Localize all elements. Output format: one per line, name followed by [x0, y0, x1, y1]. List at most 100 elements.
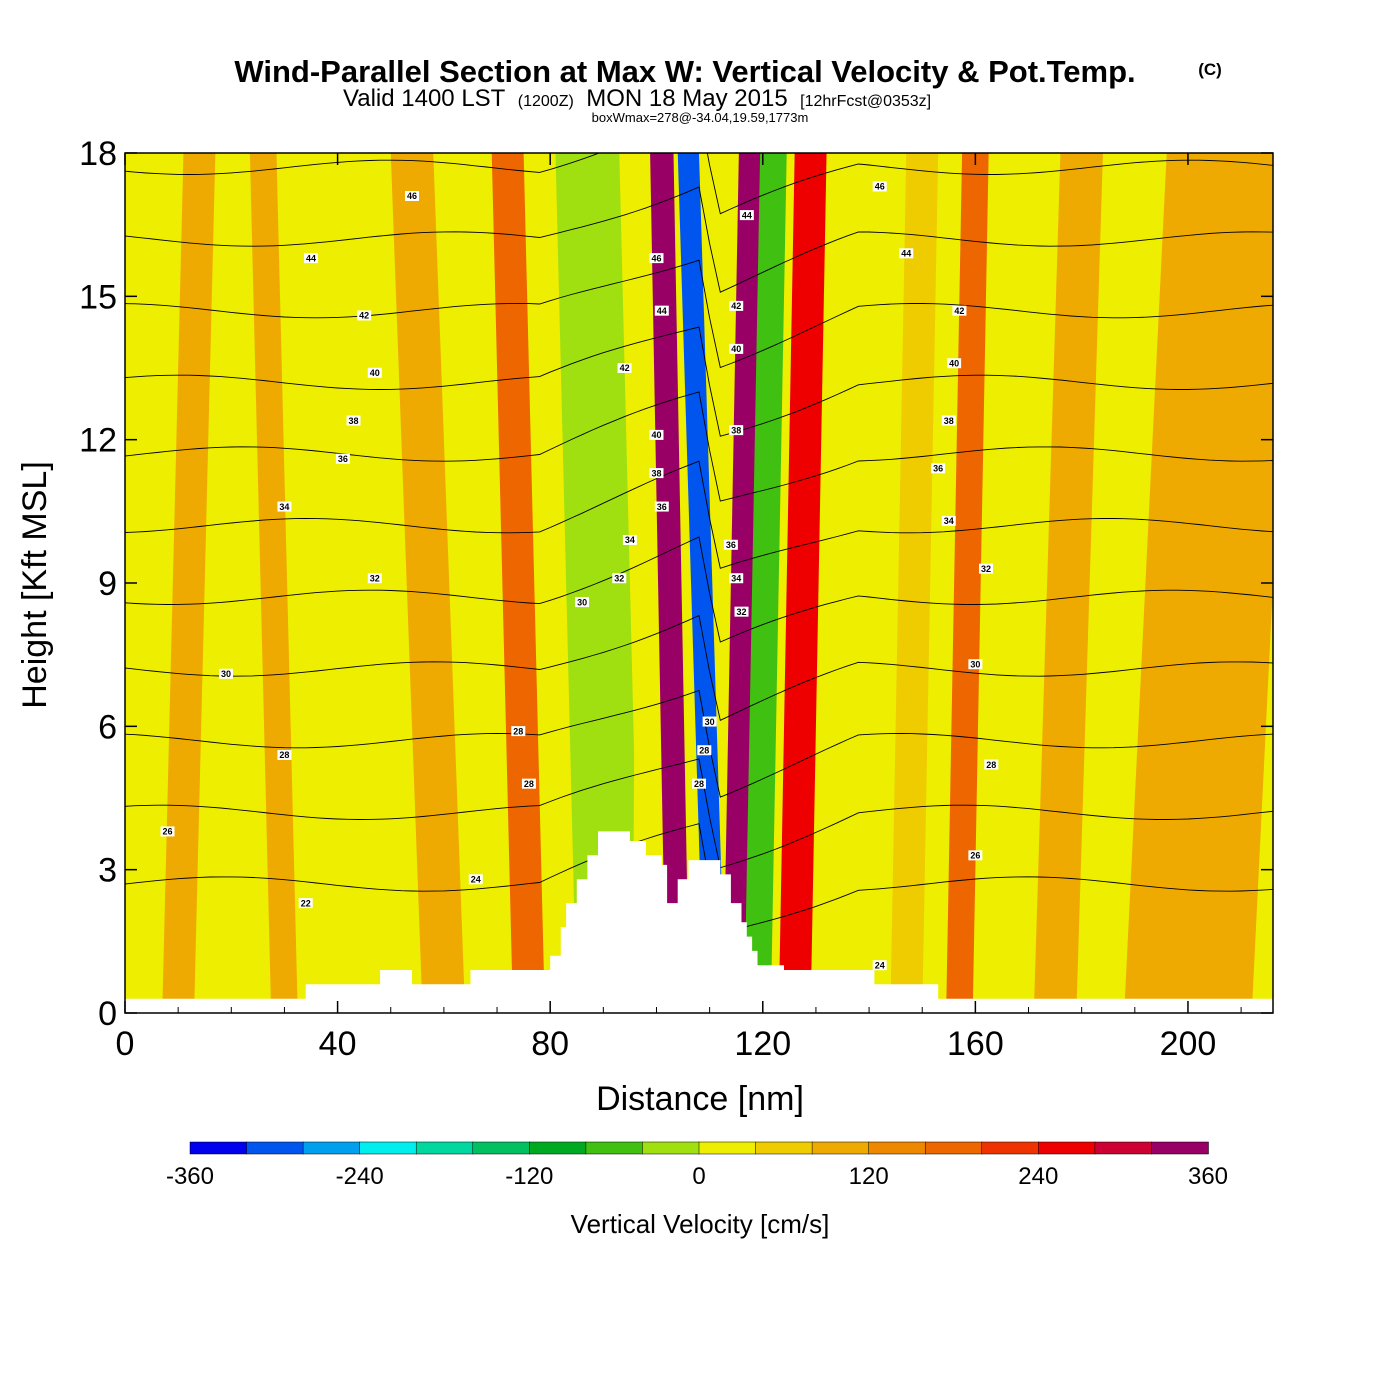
contour-label-text: 28 — [694, 779, 704, 789]
contour-label-text: 46 — [651, 253, 661, 263]
colorbar-box-7 — [585, 1141, 644, 1155]
x-tick-label: 80 — [531, 1025, 569, 1063]
contour-label-28: 28 — [277, 750, 292, 760]
contour-label-bg — [968, 850, 983, 861]
x-tick-label: 40 — [319, 1025, 357, 1063]
contour-label-34: 34 — [941, 515, 956, 526]
colorbar-tick-label: -240 — [336, 1163, 384, 1190]
contour-label-24: 24 — [468, 874, 483, 884]
contour-label-text: 36 — [657, 502, 667, 512]
contour-label-text: 42 — [359, 311, 369, 321]
contour-label-40: 40 — [367, 367, 382, 378]
contour-label-38: 38 — [649, 468, 664, 478]
contour-label-text: 36 — [933, 464, 943, 474]
contour-label-38: 38 — [941, 415, 956, 426]
contour-label-bg — [872, 960, 887, 971]
contour-label-text: 44 — [657, 306, 667, 316]
colorbar-box-12 — [868, 1141, 926, 1155]
contour-label-bg — [654, 501, 669, 512]
contour-label-text: 32 — [737, 607, 747, 617]
colorbar-box-3 — [359, 1141, 417, 1155]
contour-label-bg — [729, 573, 744, 584]
theta-contour-24 — [125, 823, 1273, 934]
colorbar-box-13 — [924, 1141, 983, 1155]
contour-label-bg — [649, 429, 664, 440]
contour-label-text: 26 — [970, 851, 980, 861]
y-tick-label: 18 — [79, 135, 117, 173]
contour-label-38: 38 — [346, 415, 361, 426]
contour-label-bg — [729, 425, 744, 436]
contour-label-bg — [405, 191, 419, 201]
subtitle-date: MON 18 May 2015 — [586, 85, 787, 112]
contour-label-text: 40 — [651, 430, 661, 440]
contour-label-text: 38 — [651, 468, 661, 478]
colorbar-box-11 — [811, 1141, 870, 1155]
x-tick-label: 0 — [116, 1025, 135, 1063]
contour-label-bg — [298, 898, 313, 909]
theta-contour-36 — [125, 391, 1273, 502]
contour-label-text: 40 — [370, 368, 380, 378]
contour-label-bg — [702, 716, 717, 727]
x-tick-label: 160 — [947, 1025, 1004, 1063]
contour-label-bg — [367, 573, 382, 584]
contour-label-text: 40 — [949, 358, 959, 368]
theta-contour-26 — [125, 758, 1273, 869]
contour-label-bg — [622, 535, 637, 545]
contour-label-bg — [304, 253, 319, 264]
colorbar-tick-label: 240 — [1018, 1163, 1058, 1190]
contour-label-bg — [984, 759, 999, 770]
contour-label-40: 40 — [729, 343, 744, 354]
contour-label-text: 38 — [731, 425, 741, 435]
w-band-6 — [650, 153, 690, 1013]
chart-title: Wind-Parallel Section at Max W: Vertical… — [234, 54, 1135, 89]
contour-label-bg — [160, 826, 175, 837]
theta-contour-32 — [125, 536, 1273, 643]
contour-label-46: 46 — [872, 181, 887, 192]
contour-label-44: 44 — [304, 253, 319, 264]
contour-label-bg — [357, 310, 372, 321]
colorbar-tick-label: 0 — [692, 1163, 705, 1190]
contour-label-42: 42 — [952, 305, 967, 316]
contour-label-22: 22 — [298, 898, 313, 909]
contour-label-bg — [346, 415, 361, 426]
contour-label-36: 36 — [931, 463, 946, 474]
contour-label-26: 26 — [160, 826, 175, 837]
colorbar-box-16 — [1094, 1141, 1153, 1155]
contour-label-26: 26 — [968, 850, 983, 861]
contour-label-bg — [692, 778, 706, 789]
contour-label-bg — [979, 563, 993, 574]
contour-label-44: 44 — [654, 305, 669, 316]
contour-labels: 46 44 42 40 38 36 34 32 30 28 26 24 22 46 44 42 40 38 36 34… — [160, 181, 999, 971]
w-band-1 — [249, 153, 298, 1013]
contour-label-36: 36 — [335, 453, 350, 464]
contour-label-28: 28 — [697, 745, 712, 755]
contour-label-40: 40 — [649, 429, 664, 440]
colorbar-box-1 — [246, 1141, 304, 1155]
colorbar-tick-label: 120 — [849, 1163, 889, 1190]
terrain — [125, 831, 1273, 1013]
contour-label-32: 32 — [734, 606, 749, 617]
contour-label-text: 34 — [625, 535, 635, 545]
contour-label-text: 28 — [524, 779, 534, 789]
theta-contour-28 — [125, 689, 1273, 798]
contour-label-text: 32 — [981, 564, 991, 574]
contour-label-bg — [649, 253, 664, 264]
w-band-8 — [722, 153, 766, 1013]
x-tick-label: 120 — [734, 1025, 791, 1063]
contour-label-bg — [739, 210, 754, 221]
w-band-7 — [677, 153, 726, 1013]
y-tick-label: 12 — [79, 422, 117, 460]
contour-label-text: 44 — [742, 210, 752, 220]
w-band-0 — [162, 153, 216, 1013]
contour-label-text: 42 — [620, 363, 630, 373]
contour-label-bg — [729, 300, 744, 311]
contour-label-text: 32 — [614, 573, 624, 583]
contour-label-text: 30 — [970, 659, 980, 669]
colorbar-box-6 — [529, 1141, 587, 1155]
y-tick-label: 0 — [98, 995, 117, 1033]
contour-label-text: 34 — [731, 573, 741, 583]
y-tick-label: 6 — [98, 708, 117, 746]
contour-label-text: 30 — [705, 717, 715, 727]
contour-label-bg — [218, 668, 233, 679]
